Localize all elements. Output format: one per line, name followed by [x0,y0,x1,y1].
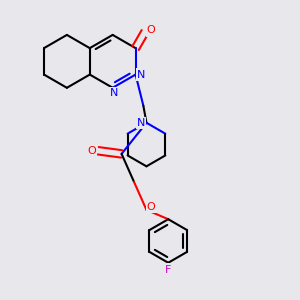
Text: O: O [147,202,155,212]
Text: O: O [147,26,155,35]
Text: N: N [110,88,118,98]
Text: N: N [137,118,145,128]
Text: F: F [165,265,171,275]
Text: O: O [87,146,96,156]
Text: N: N [137,70,146,80]
